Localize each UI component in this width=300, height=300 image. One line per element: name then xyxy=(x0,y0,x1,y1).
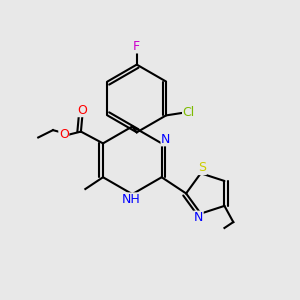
Text: O: O xyxy=(59,128,69,141)
Text: F: F xyxy=(133,40,140,53)
Text: NH: NH xyxy=(122,193,140,206)
Text: O: O xyxy=(77,103,87,117)
Text: Cl: Cl xyxy=(183,106,195,119)
Text: N: N xyxy=(161,133,170,146)
Text: N: N xyxy=(194,211,203,224)
Text: S: S xyxy=(198,161,206,175)
